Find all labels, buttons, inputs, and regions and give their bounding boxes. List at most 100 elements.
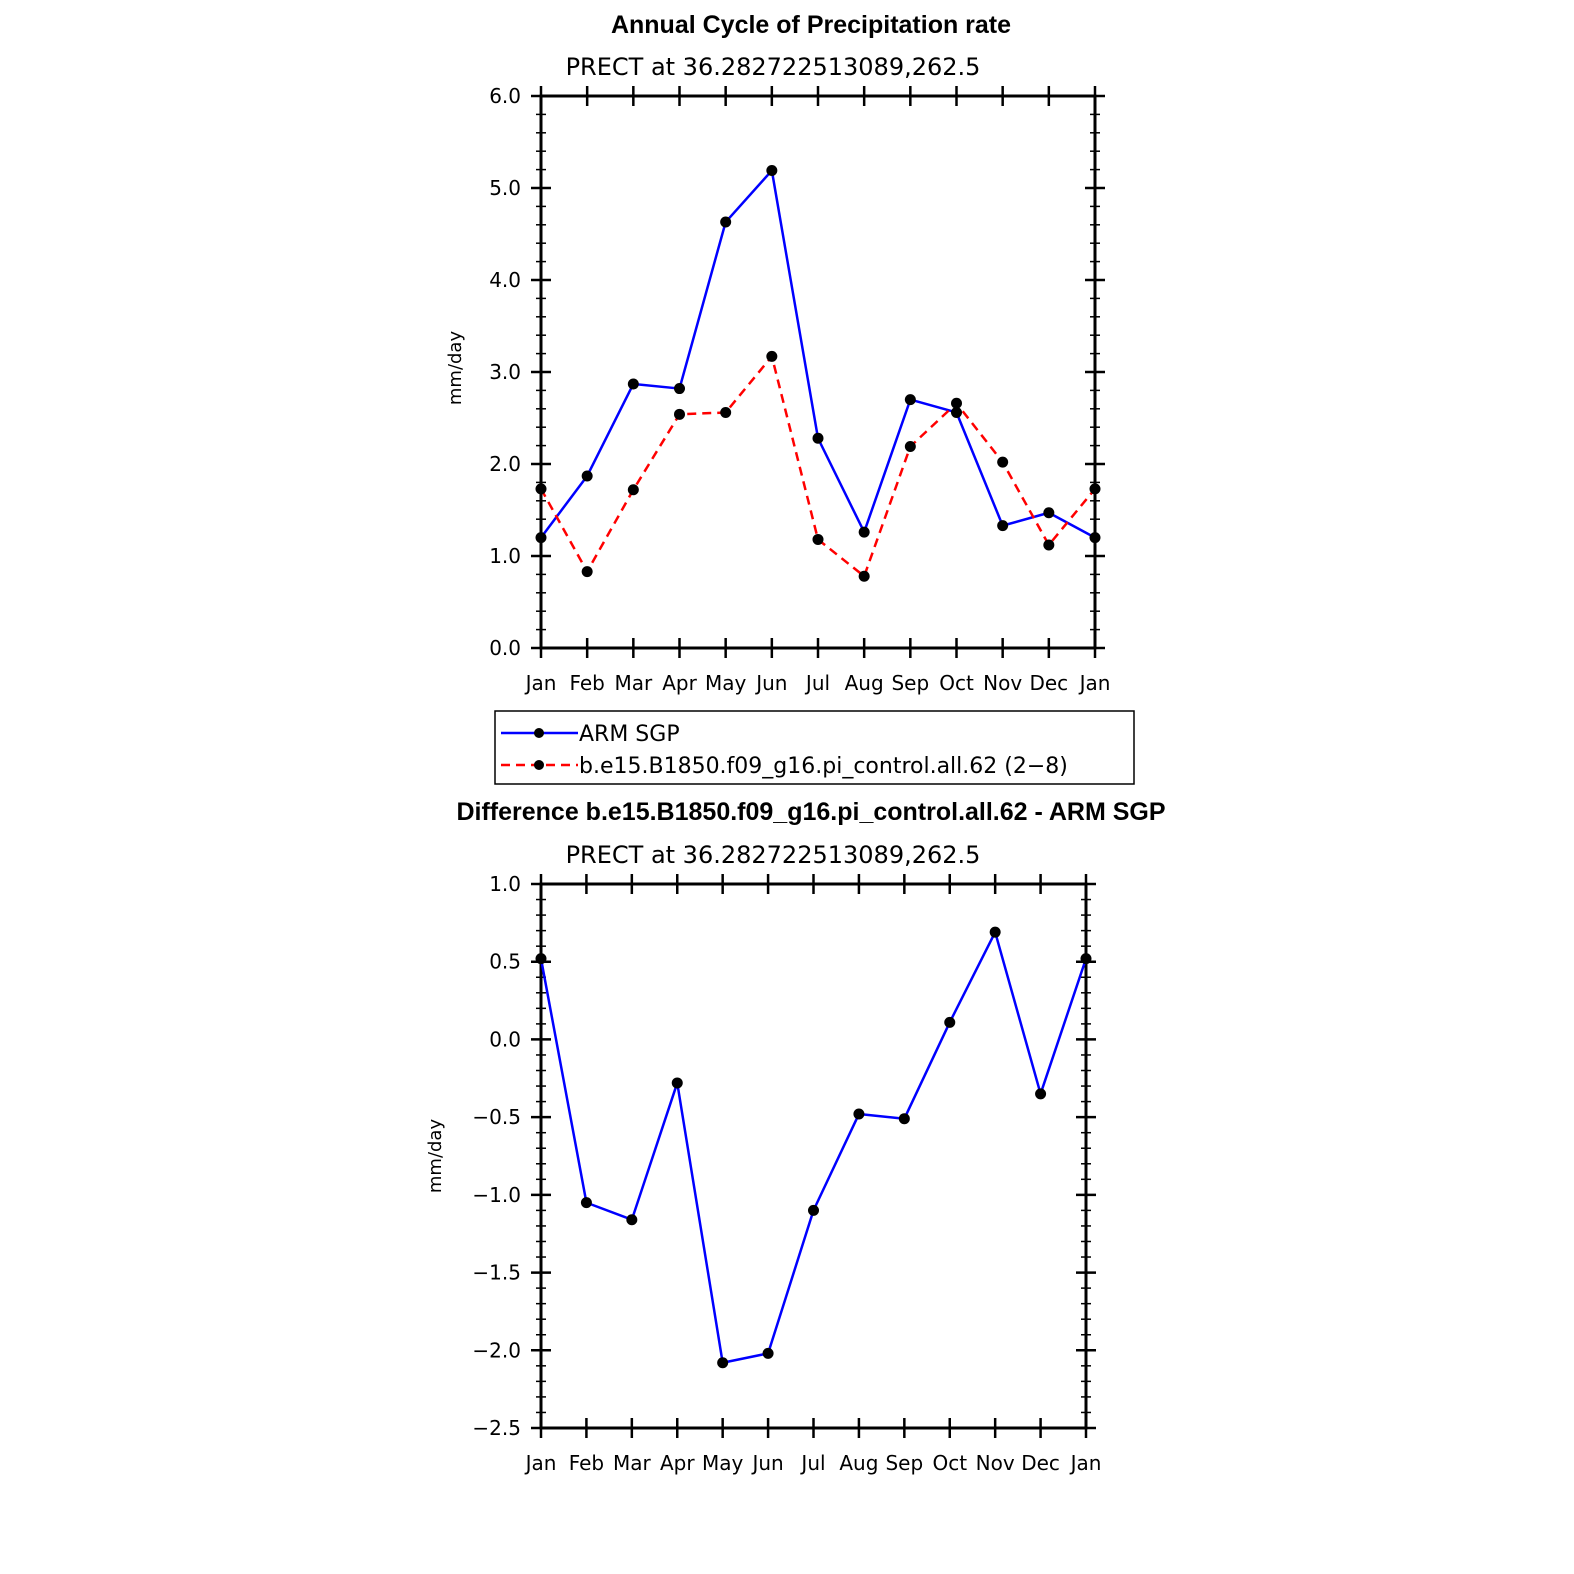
y-tick-label: 3.0 <box>489 360 521 384</box>
legend-label-obs: ARM SGP <box>579 722 680 747</box>
y-tick-label: 1.0 <box>489 544 521 568</box>
data-point <box>858 526 870 538</box>
legend-marker-model <box>534 760 544 770</box>
x-tick-label: Oct <box>932 1451 967 1475</box>
y-tick-label: −0.5 <box>472 1105 521 1129</box>
x-tick-label: Jul <box>804 671 830 695</box>
x-tick-label: Jan <box>1069 1451 1102 1475</box>
data-point <box>997 520 1009 532</box>
data-point <box>671 1077 683 1089</box>
data-point <box>951 397 962 409</box>
series-points <box>535 926 1092 1369</box>
data-point <box>1043 507 1055 519</box>
y-tick-label: 0.0 <box>489 1027 521 1051</box>
y-tick-label: −2.5 <box>472 1416 521 1440</box>
data-point <box>626 1214 638 1226</box>
x-tick-label: Sep <box>891 671 929 695</box>
x-tick-label: Aug <box>839 1451 878 1475</box>
y-tick-label: −1.0 <box>472 1183 521 1207</box>
data-point <box>535 532 547 544</box>
y-tick-label: 6.0 <box>489 84 521 108</box>
data-point <box>580 1197 592 1209</box>
y-tick-label: 0.0 <box>489 636 521 660</box>
x-axis: Jan Feb Mar Apr May Jun Jul Aug Sep Oct Nov Dec Jan <box>524 874 1102 1475</box>
x-tick-label: Jan <box>524 671 557 695</box>
x-tick-label: Mar <box>613 1451 652 1475</box>
data-point <box>627 484 639 496</box>
x-tick-label: Jan <box>1078 671 1111 695</box>
data-point <box>989 926 1001 938</box>
data-point <box>808 1204 819 1216</box>
data-point <box>535 483 547 495</box>
x-tick-label: Jun <box>754 671 787 695</box>
y-axis-label: mm/day <box>445 331 466 406</box>
data-point <box>720 216 732 228</box>
data-point <box>581 470 593 482</box>
series-lines <box>539 169 1096 578</box>
x-tick-label: Aug <box>845 671 884 695</box>
chart-title: Annual Cycle of Precipitation rate <box>611 11 1011 39</box>
data-point <box>766 165 778 177</box>
data-point <box>951 406 962 418</box>
chart-subtitle: PRECT at 36.282722513089,262.5 <box>566 841 981 869</box>
x-tick-label: Sep <box>885 1451 923 1475</box>
x-tick-label: Feb <box>569 1451 604 1475</box>
data-point <box>997 456 1009 468</box>
x-tick-label: Dec <box>1021 1451 1060 1475</box>
x-tick-label: Apr <box>662 671 697 695</box>
y-axis: 0.0 1.0 2.0 3.0 4.0 5.0 6.0 <box>489 84 1105 660</box>
y-tick-label: −1.5 <box>472 1261 521 1285</box>
y-tick-label: 1.0 <box>489 872 521 896</box>
legend: ARM SGP b.e15.B1850.f09_g16.pi_control.a… <box>494 710 1135 785</box>
data-point <box>898 1113 910 1125</box>
x-tick-label: Jul <box>799 1451 825 1475</box>
x-tick-label: May <box>702 1451 744 1475</box>
legend-box <box>494 710 1135 785</box>
x-tick-label: Mar <box>614 671 653 695</box>
x-tick-label: May <box>705 671 747 695</box>
data-point <box>674 408 685 420</box>
x-axis: Jan Feb Mar Apr May Jun Jul Aug Sep Oct Nov Dec Jan <box>524 86 1111 695</box>
data-point <box>858 570 870 582</box>
plot-border <box>539 94 1097 650</box>
data-point <box>812 533 824 545</box>
x-tick-label: Dec <box>1029 671 1068 695</box>
data-point <box>1080 953 1092 965</box>
x-tick-label: Nov <box>983 671 1022 695</box>
data-point <box>904 441 916 453</box>
y-axis: −2.5 −2.0 −1.5 −1.0 −0.5 0.0 0.5 1.0 <box>472 872 1096 1440</box>
series-lines <box>539 930 1088 1364</box>
series-line <box>539 169 1096 539</box>
data-point <box>720 406 732 418</box>
data-point <box>762 1347 774 1359</box>
difference-chart: Difference b.e15.B1850.f09_g16.pi_contro… <box>425 798 1166 1475</box>
y-axis-label: mm/day <box>425 1119 446 1194</box>
x-tick-label: Nov <box>976 1451 1015 1475</box>
annual-cycle-chart: Annual Cycle of Precipitation rate PRECT… <box>445 11 1135 785</box>
data-point <box>1089 532 1101 544</box>
chart-title: Difference b.e15.B1850.f09_g16.pi_contro… <box>456 798 1165 826</box>
data-point <box>853 1108 865 1120</box>
y-tick-label: 2.0 <box>489 452 521 476</box>
x-tick-label: Feb <box>569 671 604 695</box>
legend-marker-obs <box>534 728 544 738</box>
data-point <box>627 378 639 390</box>
data-point <box>535 953 547 965</box>
series-line <box>539 930 1088 1364</box>
x-tick-label: Jan <box>524 1451 557 1475</box>
data-point <box>581 566 593 578</box>
x-tick-label: Oct <box>939 671 974 695</box>
x-tick-label: Jun <box>750 1451 783 1475</box>
data-point <box>1043 539 1055 551</box>
legend-label-model: b.e15.B1850.f09_g16.pi_control.all.62 (2… <box>579 754 1068 779</box>
y-tick-label: 5.0 <box>489 176 521 200</box>
data-point <box>766 350 778 362</box>
plot-frame <box>539 94 1097 650</box>
y-tick-label: −2.0 <box>472 1338 521 1362</box>
data-point <box>1035 1088 1047 1100</box>
data-point <box>812 432 824 444</box>
chart-subtitle: PRECT at 36.282722513089,262.5 <box>566 53 981 81</box>
data-point <box>717 1357 729 1369</box>
data-point <box>944 1016 956 1028</box>
